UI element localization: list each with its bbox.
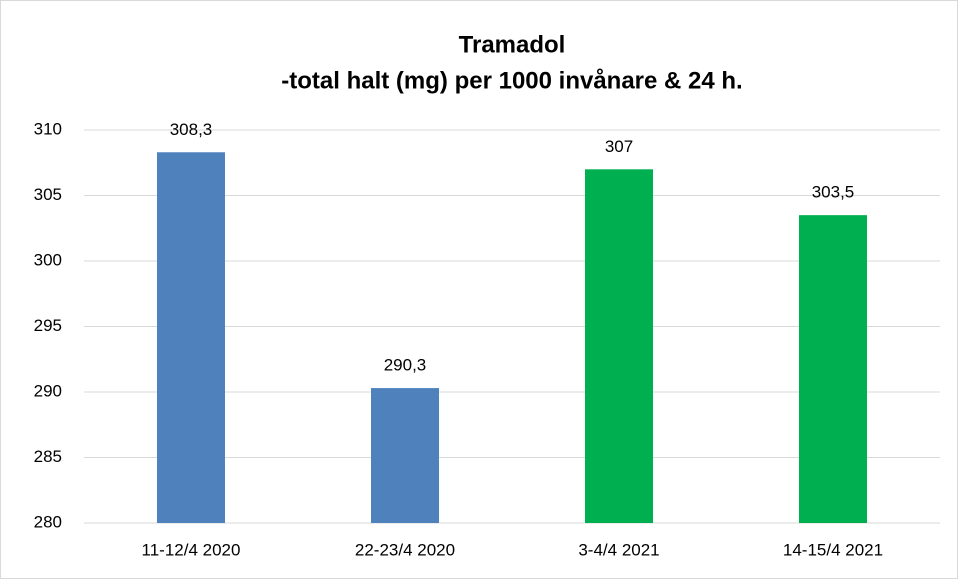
x-tick-label: 14-15/4 2021: [783, 540, 883, 559]
x-tick-label: 11-12/4 2020: [142, 540, 241, 559]
bar: [585, 169, 653, 524]
y-tick-label: 310: [34, 119, 62, 138]
x-tick-label: 3-4/4 2021: [578, 540, 659, 559]
bar: [799, 215, 867, 523]
y-tick-label: 285: [34, 447, 62, 466]
y-tick-label: 305: [34, 185, 62, 204]
data-label: 307: [605, 137, 633, 156]
bar: [371, 388, 439, 523]
x-tick-label: 22-23/4 2020: [355, 540, 455, 559]
bar: [157, 152, 225, 523]
chart-title: -total halt (mg) per 1000 invånare & 24 …: [281, 67, 742, 94]
y-tick-label: 280: [34, 512, 62, 531]
data-label: 308,3: [170, 120, 213, 139]
y-tick-label: 300: [34, 250, 62, 269]
y-tick-label: 290: [34, 381, 62, 400]
data-label: 303,5: [812, 183, 855, 202]
y-tick-label: 295: [34, 316, 62, 335]
chart-title: Tramadol: [459, 31, 566, 58]
data-label: 290,3: [384, 356, 427, 375]
